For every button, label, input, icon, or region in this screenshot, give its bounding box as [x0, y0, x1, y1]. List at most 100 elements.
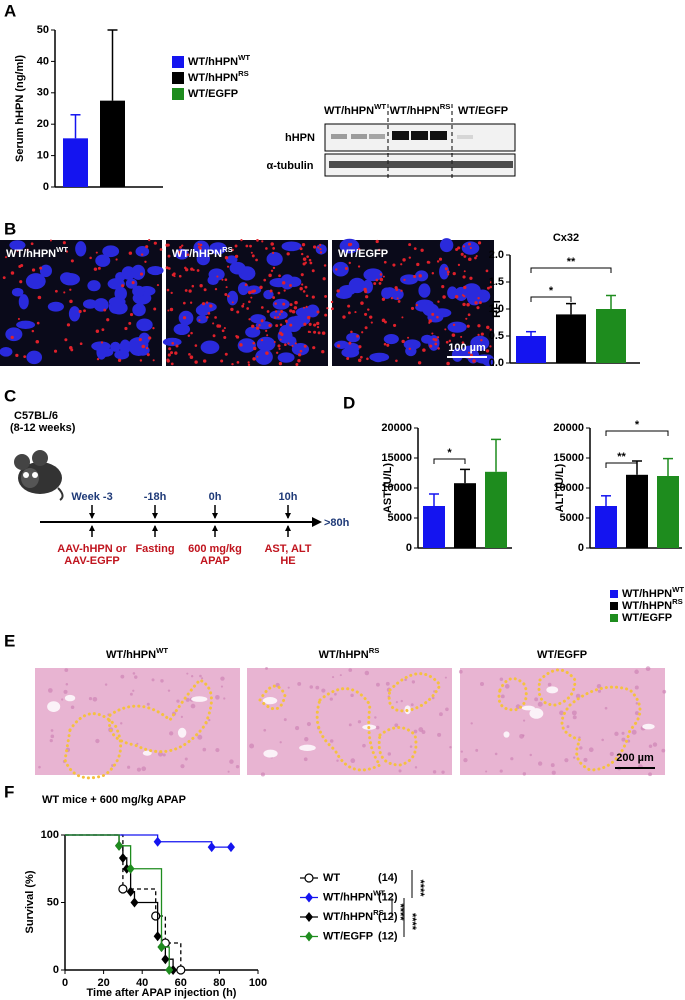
cx32-dot [223, 327, 226, 330]
cx32-dot [469, 353, 473, 357]
tissue-speck [95, 738, 100, 744]
cx32-dot [392, 263, 396, 267]
tissue-speck [146, 702, 150, 706]
point [207, 842, 216, 853]
tissue-speck [414, 766, 418, 769]
cx32-dot [174, 351, 178, 355]
y-tick-label: 1.0 [489, 303, 504, 315]
western-blot [324, 104, 516, 178]
cx32-dot [274, 302, 277, 305]
nucleus [125, 278, 138, 289]
y-axis-label: RFI [491, 300, 503, 318]
legend-count: (12) [378, 911, 398, 923]
vessel [142, 750, 152, 756]
tissue-speck [339, 674, 342, 677]
legend-swatch [172, 72, 184, 84]
nucleus [26, 350, 43, 365]
cx32-dot [37, 295, 42, 300]
cx32-dot [289, 284, 292, 287]
cx32-dot [437, 347, 440, 350]
cx32-dot [434, 342, 438, 346]
label-sup: WT [373, 888, 385, 897]
legend-marker [305, 931, 313, 942]
necrosis-outline [377, 726, 418, 767]
vessel [64, 694, 76, 702]
cx32-dot [366, 357, 369, 361]
tissue-speck [596, 683, 602, 689]
cx32-dot [461, 294, 464, 297]
cx32-dot [26, 248, 29, 252]
cx32-dot [206, 316, 209, 319]
cx32-dot [216, 275, 219, 278]
tissue-speck [432, 770, 437, 774]
cx32-dot [436, 336, 440, 339]
histology-label: WT/hHPNRS [319, 646, 380, 661]
tissue-speck [321, 688, 326, 693]
tissue-speck [375, 725, 380, 730]
cx32-dot [189, 355, 194, 360]
tissue-speck [348, 723, 352, 727]
point [153, 931, 162, 942]
cx32-dot [323, 264, 327, 267]
cx32-dot [212, 334, 216, 338]
bar [626, 474, 648, 548]
cx32-dot [420, 248, 424, 252]
cx32-dot [379, 273, 383, 276]
cx32-dot [331, 307, 334, 311]
significance-bracket [530, 296, 572, 302]
cx32-dot [251, 254, 255, 258]
cx32-dot [408, 243, 412, 247]
cx32-dot [480, 339, 483, 342]
tissue-speck [529, 753, 532, 757]
cx32-dot [485, 349, 490, 353]
cx32-dot [418, 274, 422, 278]
cx32-dot [115, 258, 118, 261]
nucleus [39, 264, 52, 278]
tissue-speck [551, 770, 556, 775]
cx32-dot [463, 270, 466, 273]
label-text: WT/hHPN [6, 248, 56, 260]
tissue-speck [265, 666, 268, 670]
tissue-speck [661, 748, 666, 753]
nucleus [131, 264, 146, 280]
cx32-dot [382, 275, 385, 278]
cx32-dot [408, 256, 412, 259]
tissue-speck [132, 689, 135, 692]
nucleus [102, 245, 120, 258]
cx32-dot [455, 247, 459, 251]
cx32-dot [309, 261, 313, 265]
tissue-speck [564, 758, 569, 763]
label-sup: WT [672, 585, 684, 594]
cx32-dot [170, 351, 174, 355]
y-tick-label: 20000 [553, 422, 584, 434]
cx32-dot [275, 324, 279, 328]
cx32-dot [468, 242, 471, 246]
cx32-dot [360, 355, 363, 359]
nucleus [5, 327, 23, 342]
cx32-dot [431, 312, 435, 316]
cx32-dot [258, 324, 261, 327]
point [161, 954, 170, 965]
tissue-speck [134, 675, 138, 679]
time-arrow-head [89, 513, 95, 519]
x-tick-label: 100 [249, 977, 267, 989]
y-tick-label: 0 [43, 181, 49, 193]
tissue-speck [287, 686, 290, 689]
cx32-dot [138, 338, 142, 342]
cx32-dot [442, 295, 446, 299]
cx32-dot [395, 288, 399, 292]
cx32-dot [319, 243, 322, 246]
cx32-dot [324, 313, 328, 317]
tissue-speck [348, 668, 353, 672]
event: AAV-hHPN or [57, 543, 127, 555]
nucleus [277, 352, 295, 363]
cx32-dot [247, 361, 250, 364]
y-tick-label: 0 [53, 964, 59, 976]
nucleus [422, 303, 439, 317]
legend-label: WT/hHPNWT [188, 53, 250, 68]
label-text: WT/EGFP [323, 930, 373, 942]
tissue-speck [470, 722, 473, 725]
tissue-speck [249, 743, 255, 749]
tissue-speck [334, 692, 337, 696]
y-axis-label: Survival (%) [24, 870, 36, 933]
